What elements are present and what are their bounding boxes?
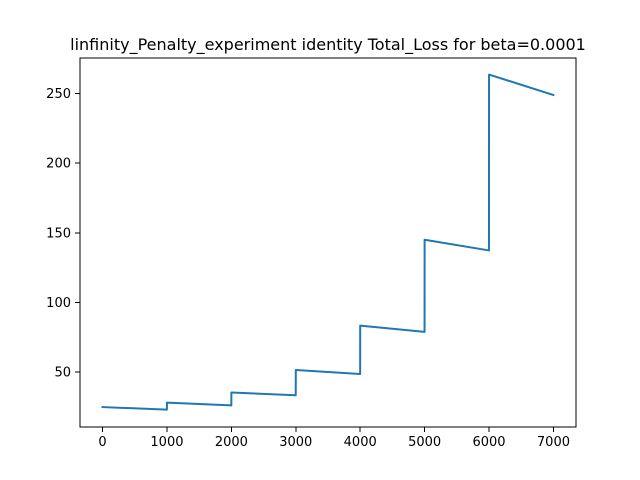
axes-frame <box>79 57 577 428</box>
x-tick-label: 3000 <box>279 435 312 450</box>
x-tick-label: 6000 <box>472 435 505 450</box>
chart-title: linfinity_Penalty_experiment identity To… <box>70 35 586 55</box>
axes: 0 1000 2000 3000 4000 5000 6000 7000 50 100 150 200… <box>46 57 577 450</box>
x-tick-label: 5000 <box>408 435 441 450</box>
y-tick-label: 50 <box>54 365 71 380</box>
plot-background <box>80 58 576 427</box>
x-tick-label: 7000 <box>537 435 570 450</box>
y-tick-label: 150 <box>46 226 71 241</box>
series-line-0 <box>101 73 555 411</box>
x-tick-label: 2000 <box>215 435 248 450</box>
x-tick-label: 0 <box>98 435 106 450</box>
y-tick-label: 100 <box>46 296 71 311</box>
plot-area <box>80 58 576 427</box>
y-tick-label: 200 <box>46 157 71 172</box>
x-tick-label: 4000 <box>344 435 377 450</box>
x-tick-label: 1000 <box>150 435 183 450</box>
y-tick-label: 250 <box>46 87 71 102</box>
